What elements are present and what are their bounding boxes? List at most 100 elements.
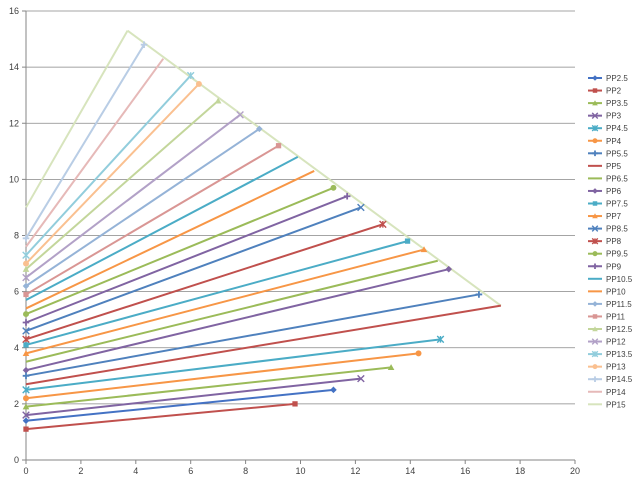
series-pp13-5 xyxy=(22,71,195,259)
series-pp2-5 xyxy=(22,386,337,425)
data-point xyxy=(140,41,148,48)
data-point xyxy=(23,291,29,298)
data-point xyxy=(195,80,202,87)
data-point xyxy=(591,112,599,119)
series-line xyxy=(25,128,260,287)
data-point xyxy=(592,188,598,194)
legend-item: PP15 xyxy=(588,400,626,409)
data-point xyxy=(592,301,598,307)
data-point xyxy=(591,237,599,245)
legend-label: PP8.5 xyxy=(606,225,628,234)
legend-label: PP3 xyxy=(606,112,622,121)
legend-label: PP15 xyxy=(606,400,626,409)
series-line xyxy=(25,114,241,279)
series-line xyxy=(25,293,480,377)
data-point xyxy=(445,265,453,273)
legend-label: PP11 xyxy=(606,312,626,321)
legend-item: PP2.5 xyxy=(588,74,628,83)
series-pp6 xyxy=(22,265,453,374)
data-point xyxy=(22,411,30,419)
legend-label: PP2 xyxy=(606,87,622,96)
x-tick-label: 2 xyxy=(78,466,83,476)
data-point xyxy=(22,350,30,357)
data-point xyxy=(23,311,29,318)
data-point xyxy=(22,265,30,272)
series-line xyxy=(25,44,145,239)
legend-item: PP10 xyxy=(588,287,626,296)
data-point xyxy=(236,111,244,119)
x-tick-label: 10 xyxy=(295,466,305,476)
data-point xyxy=(22,366,30,374)
data-point xyxy=(22,335,30,344)
x-tick-label: 12 xyxy=(350,466,360,476)
data-point xyxy=(23,426,29,432)
data-point xyxy=(592,364,598,370)
data-point xyxy=(22,235,30,242)
legend-item: PP10.5 xyxy=(588,275,633,284)
series-line xyxy=(25,156,299,301)
series-pp11-5 xyxy=(22,125,263,290)
legend-label: PP5 xyxy=(606,162,622,171)
legend-item: PP14.5 xyxy=(588,375,633,384)
legend-item: PP4.5 xyxy=(588,124,628,133)
legend-label: PP12 xyxy=(606,338,626,347)
data-point xyxy=(22,319,30,326)
series-pp10-5 xyxy=(25,156,299,301)
data-point xyxy=(22,372,30,380)
legend-item: PP2 xyxy=(588,87,622,96)
data-point xyxy=(22,251,30,259)
legend-item: PP13.5 xyxy=(588,350,633,359)
data-point xyxy=(186,71,195,80)
data-point xyxy=(420,246,428,253)
series-pp14-5 xyxy=(22,41,148,242)
series-line xyxy=(25,248,425,355)
series-line xyxy=(25,206,362,332)
y-tick-label: 12 xyxy=(9,118,19,128)
series-line xyxy=(25,83,200,265)
legend: PP2.5 PP2 PP3.5 PP3 PP4.5 PP4 PP5.5 PP5 PP6.5 PP6… xyxy=(588,74,633,409)
data-point xyxy=(592,326,598,332)
series-line xyxy=(25,259,438,363)
legend-item: PP3 xyxy=(588,112,622,121)
legend-item: PP8.5 xyxy=(588,225,628,234)
legend-item: PP11.5 xyxy=(588,300,632,309)
legend-item: PP9 xyxy=(588,262,622,271)
data-point xyxy=(330,386,337,394)
y-tick-label: 16 xyxy=(9,6,19,16)
data-point xyxy=(415,350,422,357)
x-tick-label: 16 xyxy=(460,466,470,476)
data-point xyxy=(22,386,30,394)
series-pp8-5 xyxy=(22,203,365,335)
legend-item: PP7 xyxy=(588,212,622,221)
legend-label: PP13.5 xyxy=(606,350,633,359)
legend-label: PP8 xyxy=(606,237,622,246)
series-pp9 xyxy=(22,192,351,326)
envelope-line xyxy=(126,29,502,307)
grid-lines xyxy=(26,10,575,405)
data-point xyxy=(22,417,30,425)
legend-item: PP6.5 xyxy=(588,174,628,183)
data-point xyxy=(591,124,599,132)
data-point xyxy=(592,88,598,93)
x-tick-label: 20 xyxy=(570,466,580,476)
data-point xyxy=(275,143,282,149)
legend-label: PP12.5 xyxy=(606,325,633,334)
legend-label: PP9.5 xyxy=(606,250,628,259)
series-line xyxy=(25,366,392,408)
legend-item: PP4 xyxy=(588,137,622,146)
legend-item: PP13 xyxy=(588,363,626,372)
data-point xyxy=(592,150,598,157)
series-line xyxy=(25,195,348,324)
legend-label: PP6.5 xyxy=(606,174,628,183)
legend-item: PP6 xyxy=(588,187,622,196)
y-tick-label: 14 xyxy=(9,62,19,72)
data-point xyxy=(592,376,598,382)
legend-label: PP3.5 xyxy=(606,99,628,108)
data-point xyxy=(591,338,599,345)
data-point xyxy=(592,75,598,81)
legend-label: PP14.5 xyxy=(606,375,633,384)
data-point xyxy=(22,327,30,335)
series-pp5-5 xyxy=(22,291,483,380)
data-point xyxy=(592,314,598,319)
